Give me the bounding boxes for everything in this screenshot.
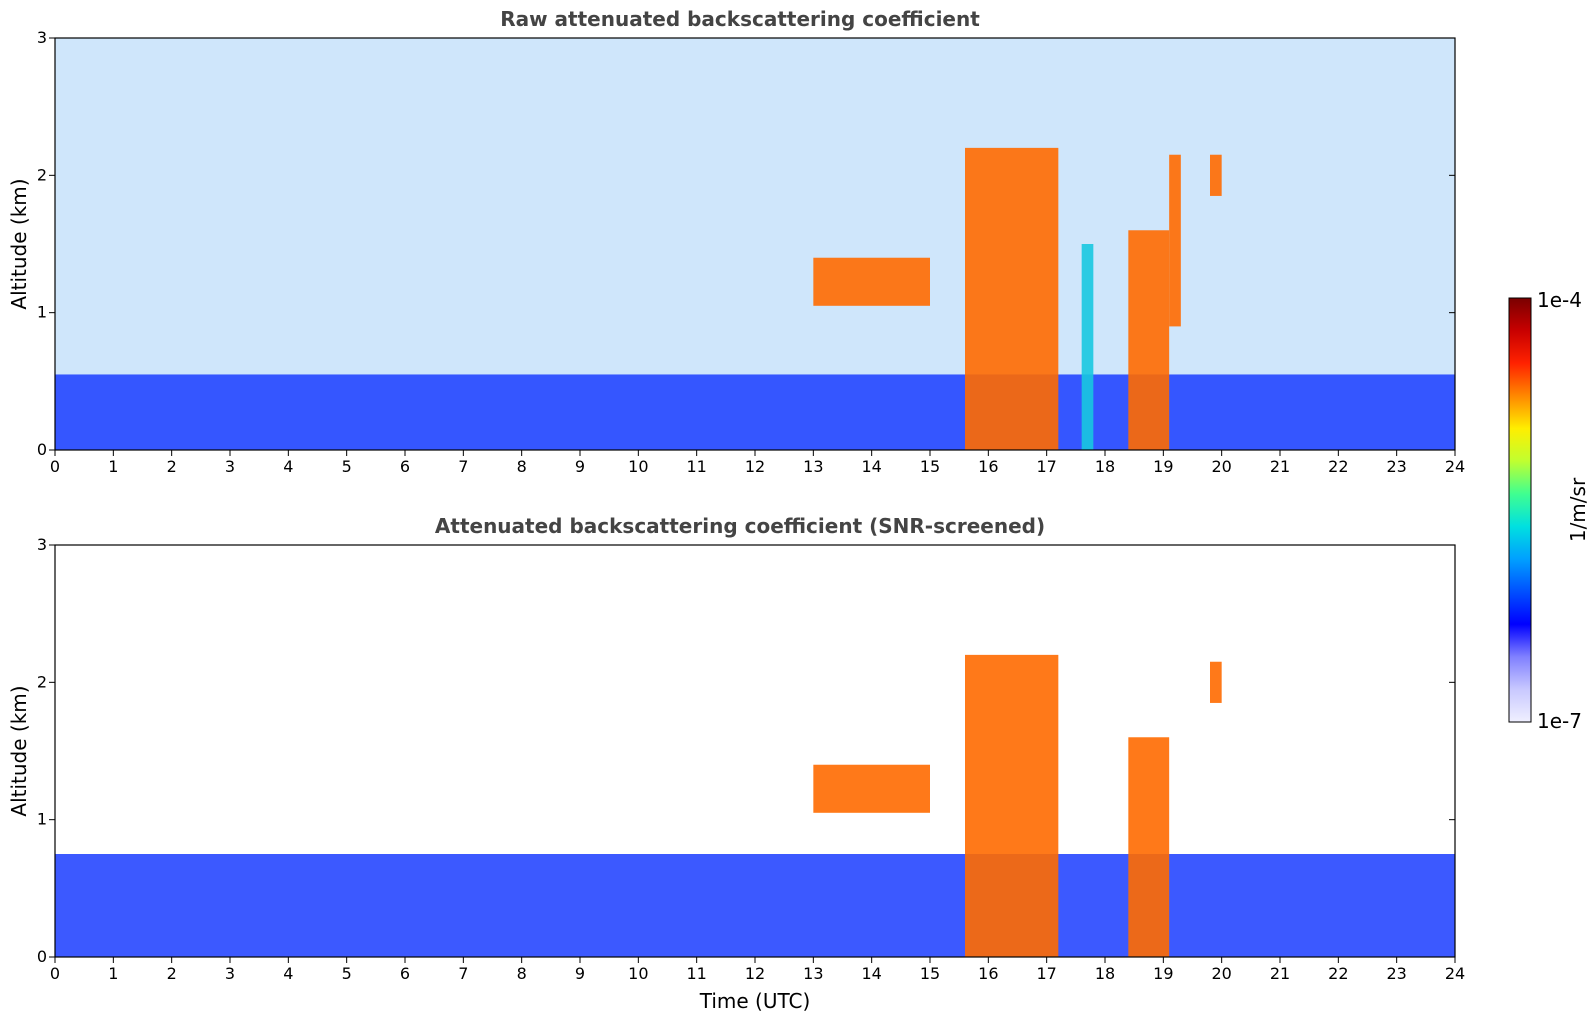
x-tick-label: 0 <box>50 964 60 983</box>
panel-raw: Raw attenuated backscattering coefficien… <box>7 7 1465 476</box>
x-tick-label: 4 <box>283 457 293 476</box>
heatmap-feature-4 <box>1210 661 1222 703</box>
x-tick-label: 15 <box>920 457 940 476</box>
x-tick-label: 14 <box>861 457 881 476</box>
x-tick-label: 9 <box>575 964 585 983</box>
x-tick-label: 17 <box>1036 964 1056 983</box>
heatmap-feature-1 <box>813 257 930 306</box>
x-tick-label: 2 <box>167 457 177 476</box>
y-tick-label: 3 <box>37 535 47 554</box>
colorbar: 1e-4 1e-7 1/m/sr <box>1508 288 1590 733</box>
x-tick-label: 24 <box>1445 964 1465 983</box>
colorbar-min-label: 1e-7 <box>1537 709 1582 733</box>
x-tick-label: 16 <box>978 964 998 983</box>
heatmap-feature-2 <box>965 654 1059 957</box>
heatmap-feature-6 <box>1210 154 1222 196</box>
x-tick-label: 7 <box>458 964 468 983</box>
heatmap-feature-3 <box>1128 737 1170 957</box>
x-tick-label: 17 <box>1036 457 1056 476</box>
x-tick-label: 13 <box>803 964 823 983</box>
heatmap-screened <box>55 545 1455 957</box>
x-tick-label: 7 <box>458 457 468 476</box>
y-tick-label: 1 <box>37 810 47 829</box>
title-screened: Attenuated backscattering coefficient (S… <box>435 514 1045 538</box>
x-tick-label: 23 <box>1386 964 1406 983</box>
heatmap-feature-3 <box>1081 244 1094 450</box>
heatmap-feature-1 <box>813 764 930 813</box>
y-tick-label: 3 <box>37 28 47 47</box>
x-tick-label: 18 <box>1095 964 1115 983</box>
heatmap-feature-2 <box>965 147 1059 450</box>
heatmap-feature-0 <box>55 374 1455 450</box>
x-tick-label: 0 <box>50 457 60 476</box>
x-tick-label: 20 <box>1211 964 1231 983</box>
y-tick-label: 0 <box>37 947 47 966</box>
y-ticks-screened: 0 1 2 3 <box>37 535 1455 966</box>
panel-screened: Attenuated backscattering coefficient (S… <box>7 514 1465 1013</box>
heatmap-feature-5 <box>1169 154 1181 327</box>
x-tick-label: 12 <box>745 457 765 476</box>
x-tick-label: 11 <box>686 964 706 983</box>
x-tick-label: 1 <box>108 457 118 476</box>
colorbar-gradient <box>1508 297 1532 723</box>
x-tick-label: 1 <box>108 964 118 983</box>
x-tick-label: 22 <box>1328 964 1348 983</box>
x-tick-label: 9 <box>575 457 585 476</box>
heatmap-feature-0 <box>55 854 1455 957</box>
x-tick-label: 2 <box>167 964 177 983</box>
x-tick-label: 21 <box>1270 457 1290 476</box>
x-tick-label: 8 <box>517 457 527 476</box>
x-tick-label: 10 <box>628 457 648 476</box>
x-tick-label: 4 <box>283 964 293 983</box>
x-tick-label: 22 <box>1328 457 1348 476</box>
x-tick-label: 10 <box>628 964 648 983</box>
colorbar-unit-label: 1/m/sr <box>1566 477 1590 542</box>
ylabel-screened: Altitude (km) <box>7 685 31 816</box>
x-tick-label: 15 <box>920 964 940 983</box>
x-ticks-screened: 0 1 2 3 4 5 6 7 8 9 10 11 12 13 14 15 16 17 18 19 20 21 22 23 24 <box>50 957 1465 983</box>
x-ticks-raw: 0 1 2 3 4 5 6 7 8 9 10 11 12 13 14 15 16 17 18 19 20 21 22 23 24 <box>50 450 1465 476</box>
x-tick-label: 24 <box>1445 457 1465 476</box>
x-tick-label: 11 <box>686 457 706 476</box>
x-tick-label: 5 <box>342 457 352 476</box>
x-tick-label: 8 <box>517 964 527 983</box>
y-tick-label: 2 <box>37 672 47 691</box>
x-tick-label: 19 <box>1153 964 1173 983</box>
y-ticks-raw: 0 1 2 3 <box>37 28 1455 459</box>
x-tick-label: 14 <box>861 964 881 983</box>
y-tick-label: 2 <box>37 165 47 184</box>
heatmap-feature-4 <box>1128 230 1170 450</box>
x-tick-label: 6 <box>400 964 410 983</box>
x-tick-label: 13 <box>803 457 823 476</box>
heatmap-raw <box>55 38 1455 450</box>
x-tick-label: 3 <box>225 457 235 476</box>
x-tick-label: 21 <box>1270 964 1290 983</box>
x-tick-label: 23 <box>1386 457 1406 476</box>
colorbar-max-label: 1e-4 <box>1537 288 1582 312</box>
y-tick-label: 1 <box>37 303 47 322</box>
x-tick-label: 18 <box>1095 457 1115 476</box>
ylabel-raw: Altitude (km) <box>7 178 31 309</box>
x-tick-label: 3 <box>225 964 235 983</box>
x-tick-label: 19 <box>1153 457 1173 476</box>
x-tick-label: 16 <box>978 457 998 476</box>
xlabel-screened: Time (UTC) <box>699 989 811 1013</box>
x-tick-label: 12 <box>745 964 765 983</box>
x-tick-label: 6 <box>400 457 410 476</box>
x-tick-label: 5 <box>342 964 352 983</box>
title-raw: Raw attenuated backscattering coefficien… <box>500 7 980 31</box>
y-tick-label: 0 <box>37 440 47 459</box>
x-tick-label: 20 <box>1211 457 1231 476</box>
